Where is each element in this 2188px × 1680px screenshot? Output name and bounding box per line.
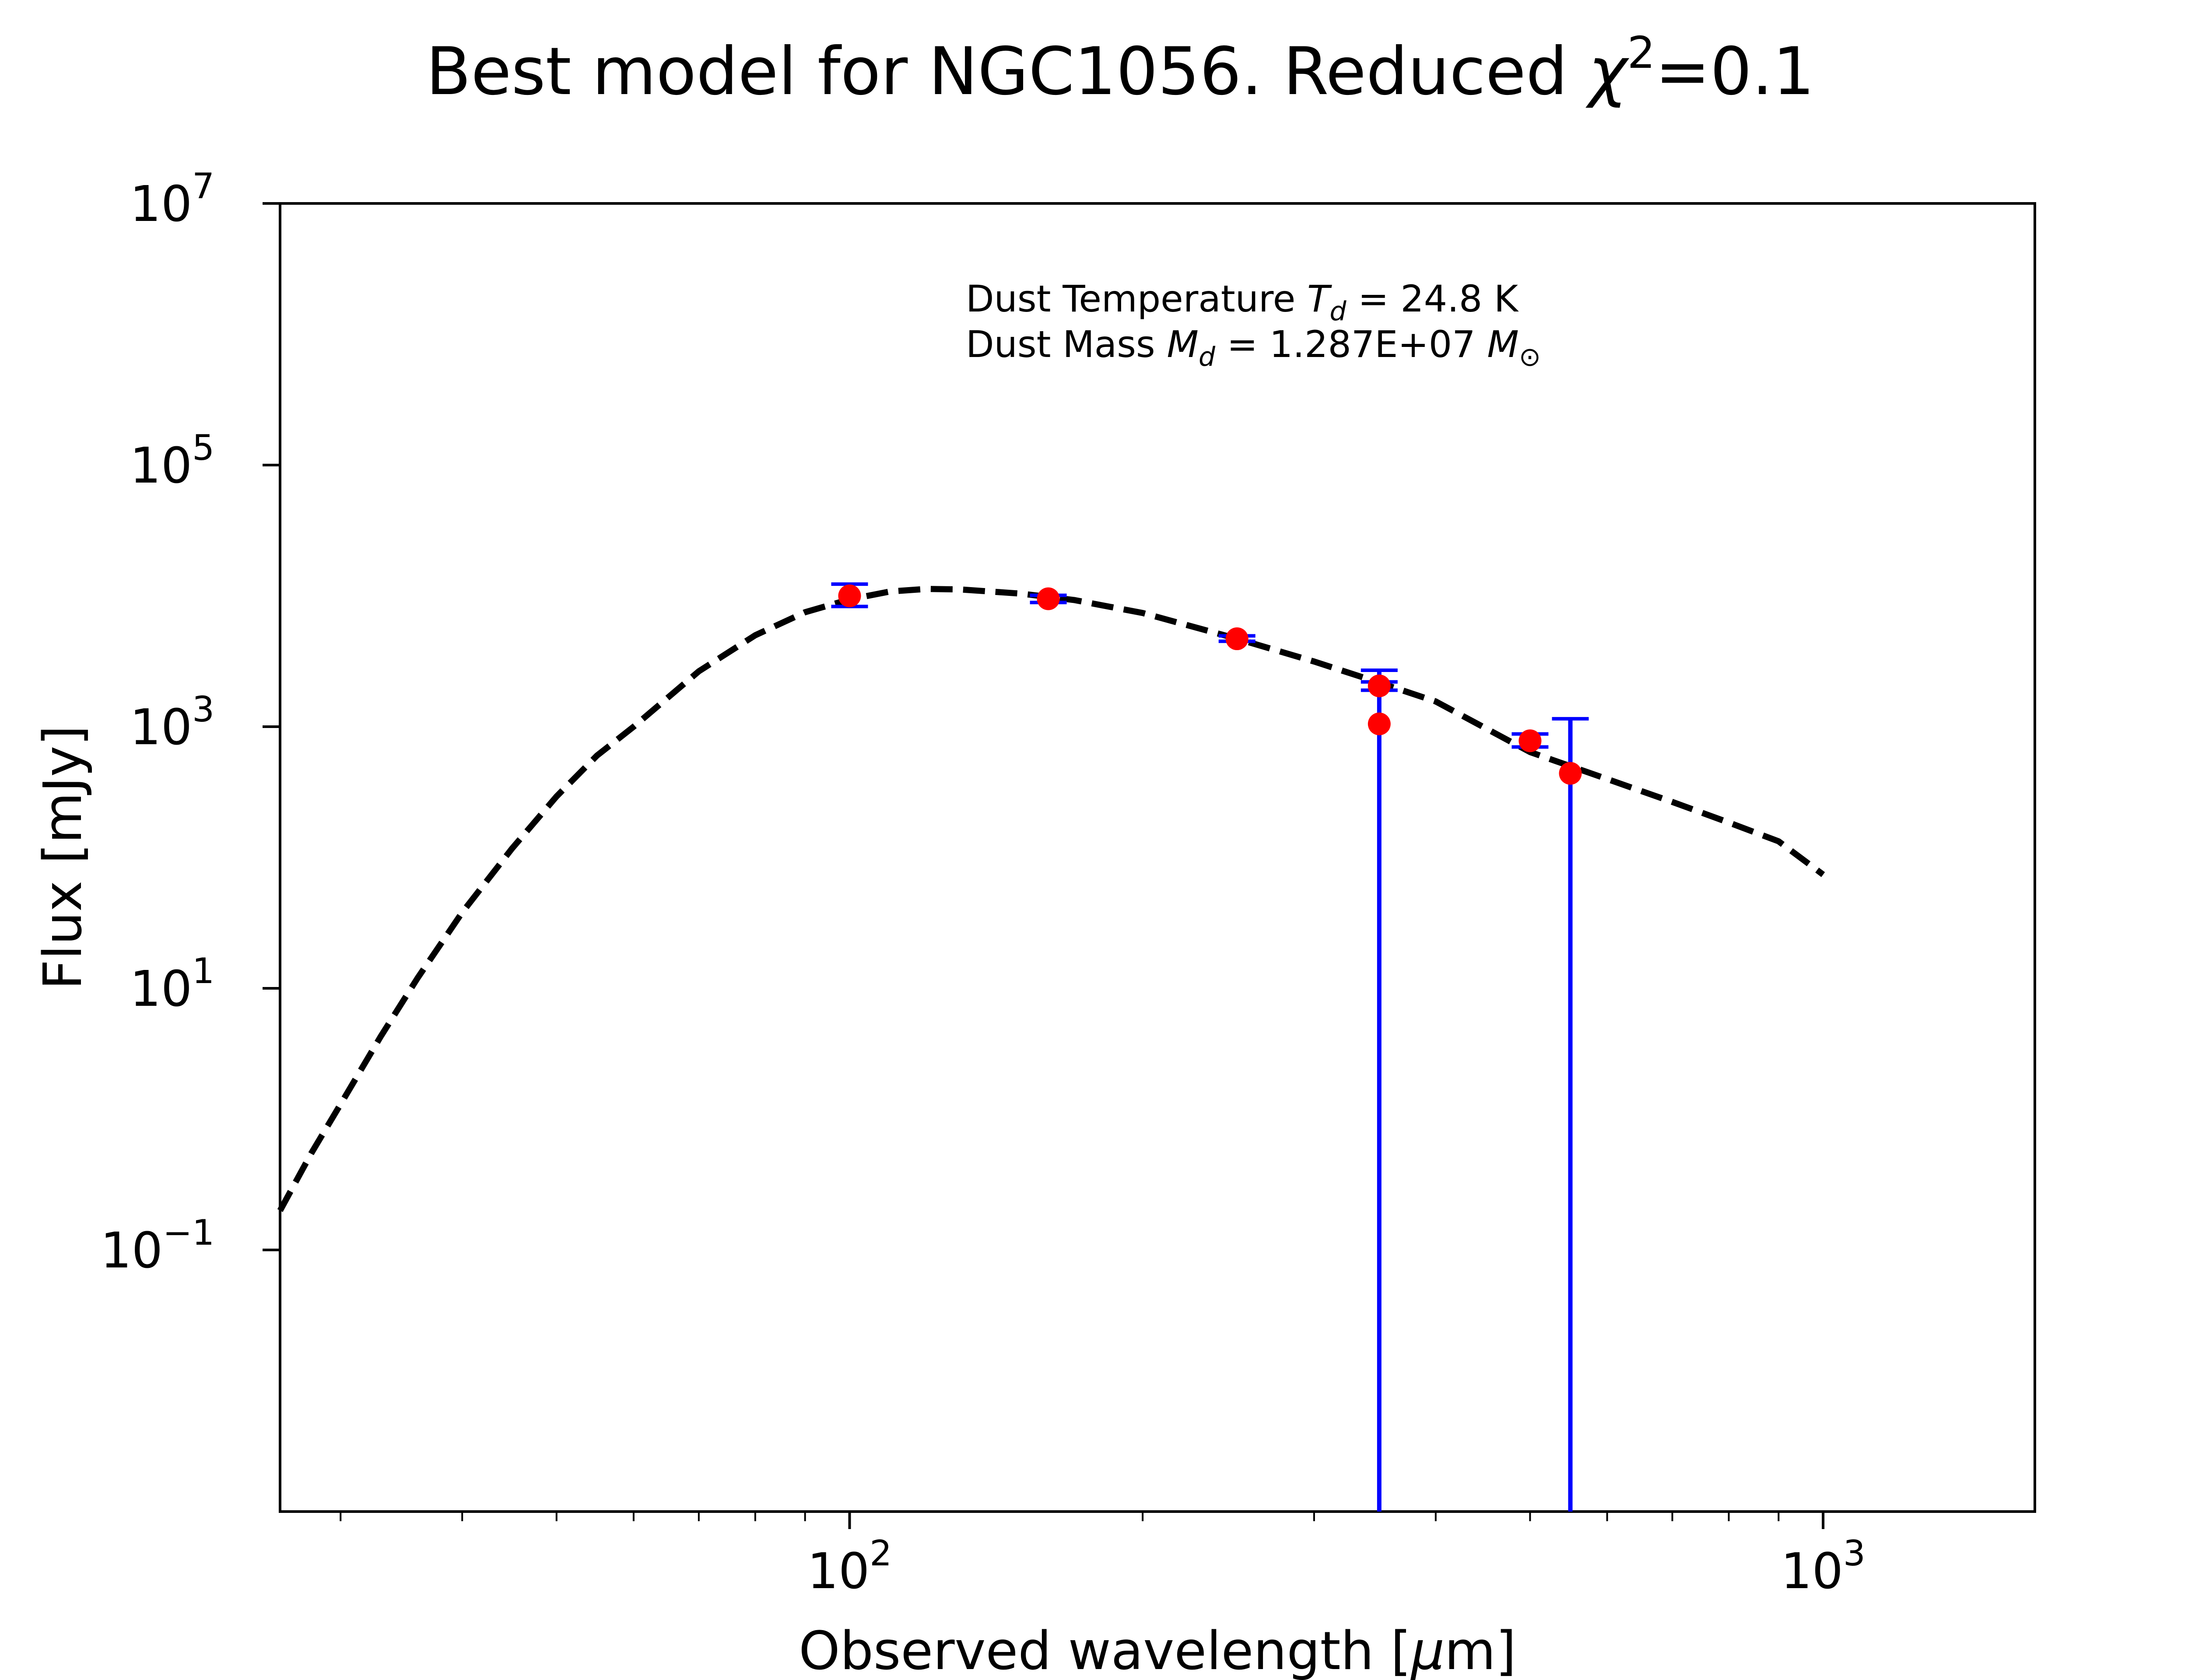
model-curve-layer <box>277 586 1825 1212</box>
data-point-6 <box>1559 762 1582 785</box>
y-tick-label-2: 103 <box>130 689 214 756</box>
model-curve <box>277 586 1825 1212</box>
x-axis: 102 103 <box>340 1512 1865 1600</box>
x-tick-label-0: 102 <box>807 1533 892 1600</box>
data-point-4 <box>1368 712 1391 735</box>
errorbar-layer <box>831 582 1589 1512</box>
point-layer <box>838 584 1582 785</box>
y-axis: 10−1 101 103 105 107 <box>101 166 280 1279</box>
x-axis-label: Observed wavelength [μm] <box>799 1621 1516 1680</box>
data-point-2 <box>1225 627 1248 651</box>
data-point-0 <box>838 584 861 607</box>
annotation-temperature: Dust Temperature Td = 24.8 K <box>966 277 1519 327</box>
data-point-5 <box>1518 729 1542 752</box>
y-tick-label-4: 107 <box>130 166 214 233</box>
y-axis-label: Flux [mJy] <box>33 725 94 990</box>
data-point-3 <box>1368 674 1391 697</box>
annotation-mass: Dust Mass Md = 1.287E+07 M⊙ <box>966 323 1541 372</box>
chart-title: Best model for NGC1056. Reduced χ2=0.1 <box>426 27 1814 110</box>
plot-area <box>279 202 2036 1513</box>
data-point-1 <box>1037 587 1060 610</box>
y-tick-label-3: 105 <box>130 427 214 494</box>
x-tick-label-1: 103 <box>1781 1533 1865 1600</box>
y-tick-label-0: 10−1 <box>101 1212 214 1279</box>
y-tick-label-1: 101 <box>130 951 214 1018</box>
